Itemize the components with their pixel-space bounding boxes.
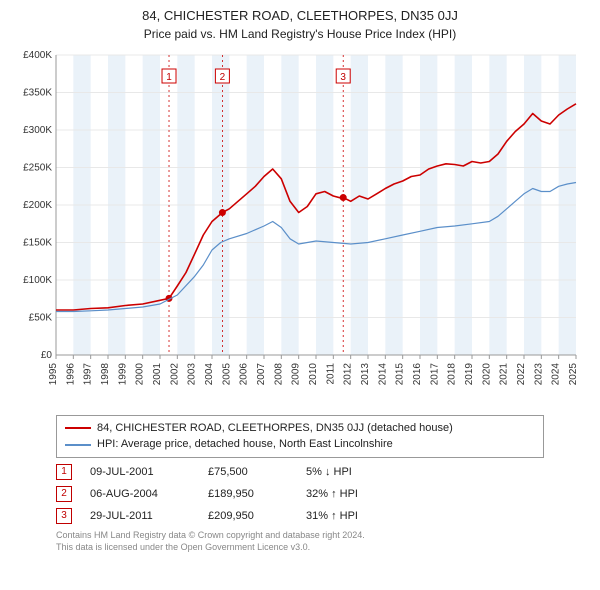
svg-text:2022: 2022 [516, 362, 527, 385]
chart-area: £0 £50K £100K £150K £200K £250K £300K £350K £400… [10, 47, 590, 407]
event-date: 06-AUG-2004 [90, 488, 190, 500]
svg-text:2013: 2013 [360, 362, 371, 385]
legend-swatch [65, 444, 91, 446]
svg-text:1995: 1995 [48, 362, 59, 385]
svg-text:£250K: £250K [23, 162, 52, 173]
event-marker: 3 [56, 508, 72, 524]
svg-text:2017: 2017 [429, 362, 440, 385]
event-list: 1 09-JUL-2001 £75,500 5% ↓ HPI 2 06-AUG-2004 £… [56, 464, 544, 524]
legend-row: 84, CHICHESTER ROAD, CLEETHORPES, DN35 0… [65, 420, 535, 437]
svg-text:2019: 2019 [464, 362, 475, 385]
event-price: £209,950 [208, 510, 288, 522]
legend-row: HPI: Average price, detached house, Nort… [65, 436, 535, 453]
svg-text:2009: 2009 [291, 362, 302, 385]
legend-label: 84, CHICHESTER ROAD, CLEETHORPES, DN35 0… [97, 420, 453, 437]
svg-text:2024: 2024 [551, 362, 562, 385]
svg-text:1999: 1999 [117, 362, 128, 385]
event-row: 3 29-JUL-2011 £209,950 31% ↑ HPI [56, 508, 544, 524]
svg-text:3: 3 [340, 72, 346, 83]
svg-text:2007: 2007 [256, 362, 267, 385]
event-row: 1 09-JUL-2001 £75,500 5% ↓ HPI [56, 464, 544, 480]
svg-text:1: 1 [166, 72, 172, 83]
legend-label: HPI: Average price, detached house, Nort… [97, 436, 393, 453]
svg-text:2011: 2011 [325, 362, 336, 384]
footer-line-1: Contains HM Land Registry data © Crown c… [56, 530, 544, 542]
svg-text:2004: 2004 [204, 362, 215, 385]
price-chart: £0 £50K £100K £150K £200K £250K £300K £350K £400… [10, 47, 590, 407]
svg-text:2010: 2010 [308, 362, 319, 385]
event-pct: 32% ↑ HPI [306, 488, 416, 500]
svg-text:2015: 2015 [395, 362, 406, 385]
event-marker: 2 [56, 486, 72, 502]
svg-text:£0: £0 [41, 350, 53, 361]
chart-subtitle: Price paid vs. HM Land Registry's House … [10, 27, 590, 41]
chart-title: 84, CHICHESTER ROAD, CLEETHORPES, DN35 0… [10, 8, 590, 25]
svg-text:2014: 2014 [377, 362, 388, 385]
svg-text:2005: 2005 [221, 362, 232, 385]
svg-text:1997: 1997 [83, 362, 94, 385]
svg-text:2001: 2001 [152, 362, 163, 385]
event-pct: 31% ↑ HPI [306, 510, 416, 522]
svg-text:2002: 2002 [169, 362, 180, 385]
event-price: £75,500 [208, 466, 288, 478]
legend: 84, CHICHESTER ROAD, CLEETHORPES, DN35 0… [56, 415, 544, 458]
event-row: 2 06-AUG-2004 £189,950 32% ↑ HPI [56, 486, 544, 502]
page: 84, CHICHESTER ROAD, CLEETHORPES, DN35 0… [0, 0, 600, 590]
footer-line-2: This data is licensed under the Open Gov… [56, 542, 544, 554]
event-marker: 1 [56, 464, 72, 480]
svg-text:2023: 2023 [533, 362, 544, 385]
event-date: 09-JUL-2001 [90, 466, 190, 478]
svg-text:£100K: £100K [23, 275, 52, 286]
svg-text:1996: 1996 [65, 362, 76, 385]
svg-text:£50K: £50K [29, 312, 53, 323]
svg-text:2012: 2012 [343, 362, 354, 385]
event-price: £189,950 [208, 488, 288, 500]
svg-text:2008: 2008 [273, 362, 284, 385]
svg-text:2000: 2000 [135, 362, 146, 385]
legend-swatch [65, 427, 91, 429]
svg-text:1998: 1998 [100, 362, 111, 385]
svg-text:£150K: £150K [23, 237, 52, 248]
svg-text:2025: 2025 [568, 362, 579, 385]
svg-text:£200K: £200K [23, 200, 52, 211]
event-date: 29-JUL-2011 [90, 510, 190, 522]
svg-text:2006: 2006 [239, 362, 250, 385]
svg-text:2016: 2016 [412, 362, 423, 385]
footer: Contains HM Land Registry data © Crown c… [56, 530, 544, 553]
svg-text:2018: 2018 [447, 362, 458, 385]
event-pct: 5% ↓ HPI [306, 466, 416, 478]
svg-text:2020: 2020 [481, 362, 492, 385]
svg-text:£400K: £400K [23, 50, 52, 61]
svg-text:2: 2 [220, 72, 226, 83]
svg-text:£350K: £350K [23, 87, 52, 98]
svg-text:£300K: £300K [23, 125, 52, 136]
svg-text:2021: 2021 [499, 362, 510, 385]
svg-text:2003: 2003 [187, 362, 198, 385]
